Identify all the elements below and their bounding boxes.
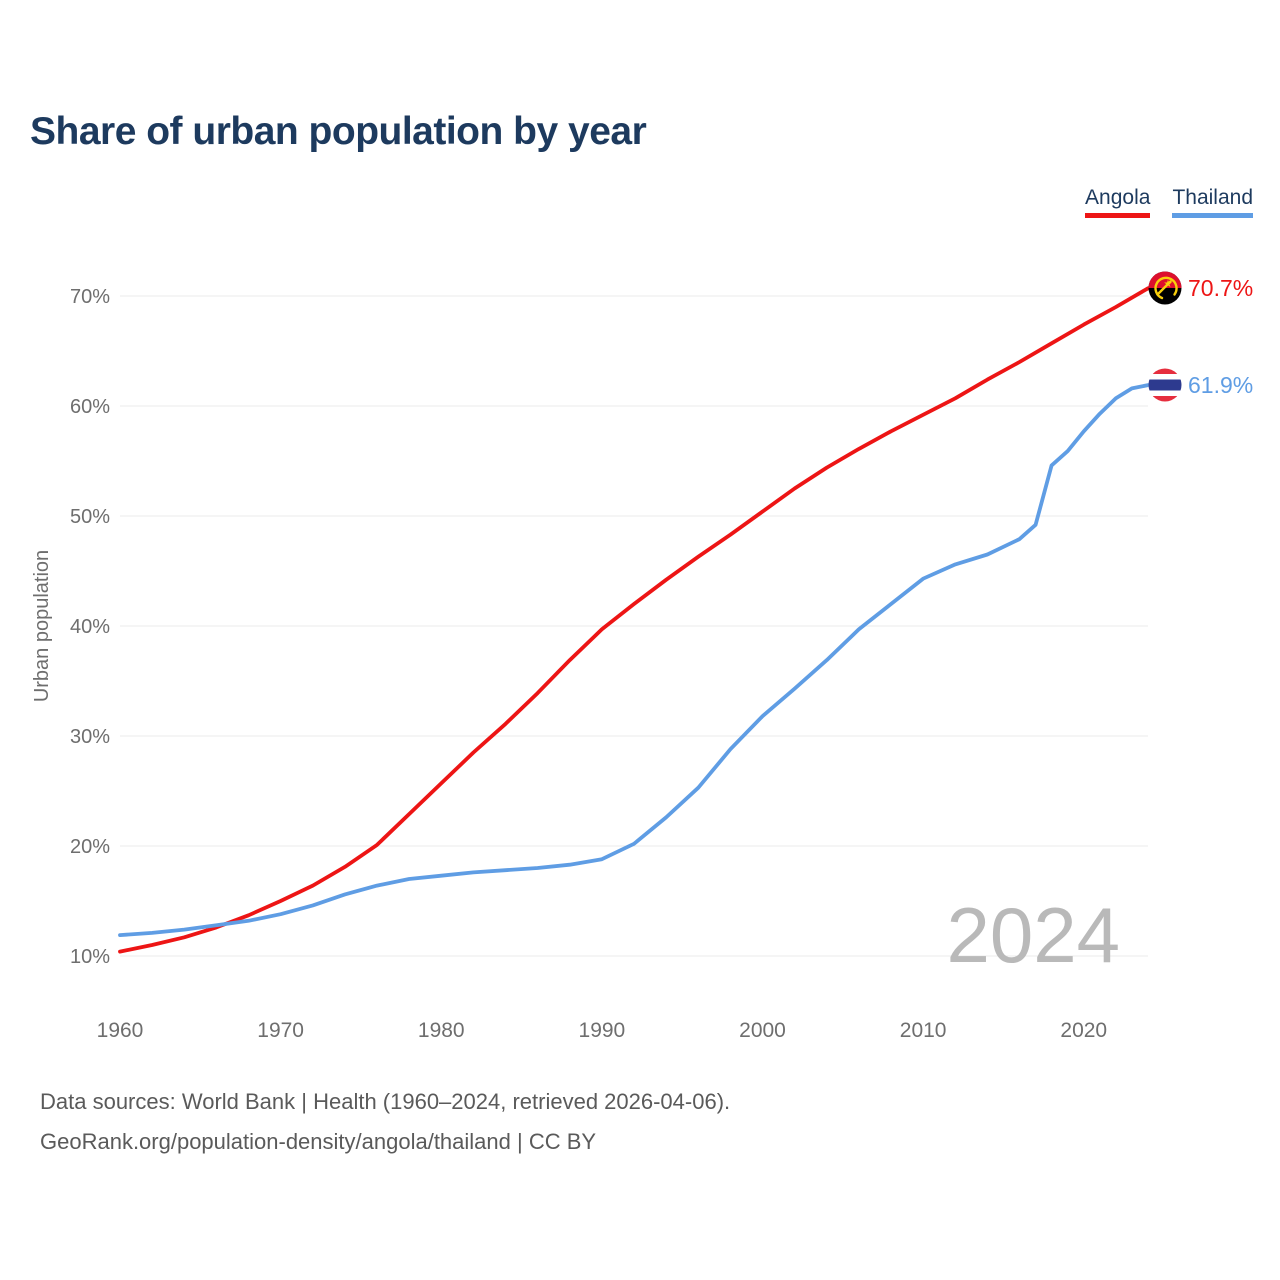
x-tick-label: 2020	[1060, 1019, 1107, 1042]
y-tick-label: 40%	[70, 616, 110, 638]
svg-text:★: ★	[1164, 279, 1173, 290]
y-tick-labels: 70% 60% 50% 40% 30% 20% 10%	[70, 286, 110, 968]
series-lines	[118, 286, 1150, 954]
x-tick-labels: 1960 1970 1980 1990 2000 2010 2020	[97, 1019, 1107, 1042]
angola-end-value-label: 70.7%	[1188, 275, 1253, 301]
thailand-flag-icon	[1148, 368, 1182, 402]
footer-data-sources: Data sources: World Bank | Health (1960–…	[40, 1089, 731, 1114]
footer: Data sources: World Bank | Health (1960–…	[40, 1082, 730, 1162]
legend: Angola Thailand	[1085, 186, 1253, 219]
y-tick-label: 20%	[70, 836, 110, 858]
x-tick-label: 1970	[257, 1019, 304, 1042]
y-axis-title: Urban population	[31, 550, 53, 702]
y-tick-label: 60%	[70, 396, 110, 418]
thailand-end-value-label: 61.9%	[1188, 372, 1253, 398]
footer-attribution: GeoRank.org/population-density/angola/th…	[40, 1129, 597, 1154]
legend-label-thailand: Thailand	[1172, 186, 1253, 209]
y-tick-label: 50%	[70, 506, 110, 528]
legend-label-angola: Angola	[1085, 186, 1151, 209]
page-title: Share of urban population by year	[30, 110, 647, 153]
x-tick-label: 2010	[900, 1019, 947, 1042]
x-tick-label: 1960	[97, 1019, 144, 1042]
y-tick-label: 30%	[70, 726, 110, 748]
angola-flag-icon: ★	[1148, 271, 1182, 305]
watermark-year: 2024	[946, 891, 1120, 979]
y-tick-label: 10%	[70, 946, 110, 968]
x-tick-label: 1990	[579, 1019, 626, 1042]
legend-item-angola[interactable]: Angola	[1085, 186, 1151, 219]
x-tick-label: 1980	[418, 1019, 465, 1042]
series-line-thailand[interactable]	[118, 383, 1150, 937]
gridlines	[120, 295, 1148, 957]
series-line-angola[interactable]	[118, 286, 1150, 954]
legend-item-thailand[interactable]: Thailand	[1172, 186, 1253, 219]
y-tick-label: 70%	[70, 286, 110, 308]
x-tick-label: 2000	[739, 1019, 786, 1042]
